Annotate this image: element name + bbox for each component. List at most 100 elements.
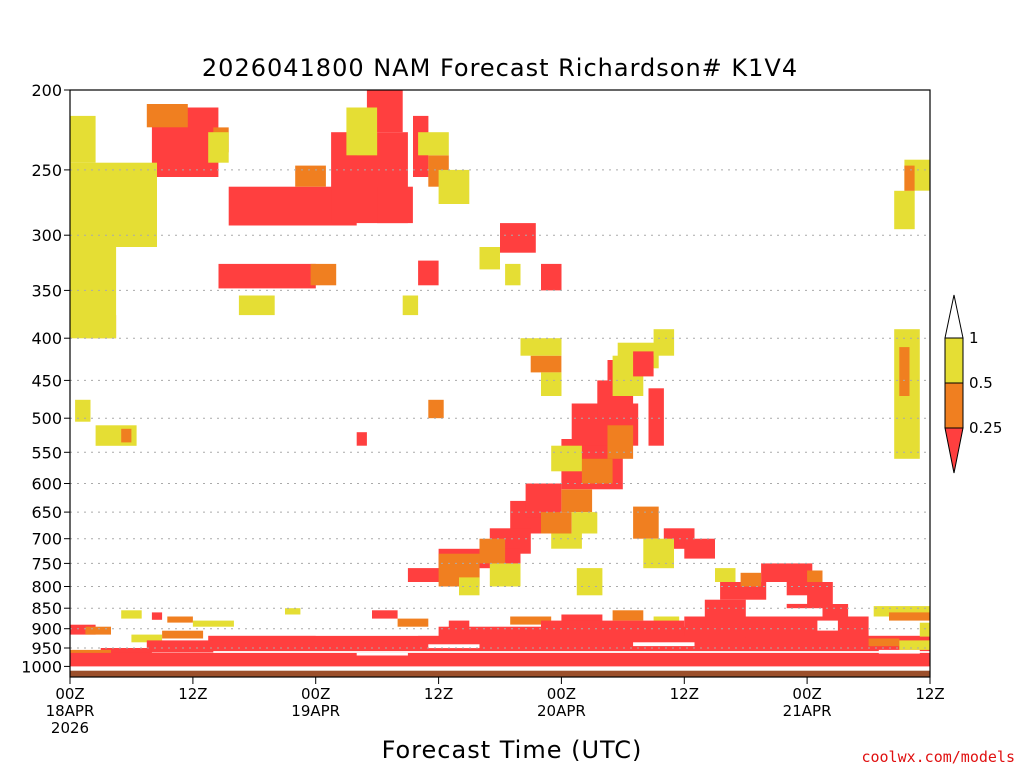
ri-patch-88: [167, 616, 193, 623]
ri-patch-84: [70, 624, 96, 635]
ri-gap-5: [428, 644, 480, 649]
legend-label-2: 0.25: [969, 419, 1002, 437]
ri-patch-25: [238, 295, 275, 316]
ri-patch-90: [285, 608, 301, 615]
ri-patch-35: [894, 190, 915, 230]
y-tick-label-300: 300: [31, 226, 62, 245]
ri-patch-26: [346, 107, 378, 156]
ri-patch-85: [85, 626, 111, 635]
ri-patch-57: [607, 425, 634, 459]
ri-gap-3: [489, 588, 531, 598]
y-tick-label-600: 600: [31, 475, 62, 494]
y-tick-label-450: 450: [31, 371, 62, 390]
ri-patch-29: [402, 295, 419, 316]
x-tick-label-6-0: 00Z: [792, 685, 821, 703]
x-tick-label-2-0: 00Z: [301, 685, 330, 703]
ri-patch-38: [75, 399, 91, 422]
ri-patch-15: [295, 165, 326, 187]
ri-patch-58: [479, 538, 506, 564]
x-tick-label-0-2: 2026: [51, 719, 89, 737]
x-tick-label-3-0: 12Z: [424, 685, 453, 703]
ri-patch-32: [520, 338, 562, 356]
x-tick-label-5-0: 12Z: [670, 685, 699, 703]
ri-patch-107: [684, 616, 869, 637]
ground-layer: [70, 670, 930, 677]
ri-patch-99: [162, 630, 204, 639]
ri-patch-108: [868, 638, 900, 647]
x-tick-label-4-0: 00Z: [547, 685, 576, 703]
ri-patch-65: [576, 568, 603, 596]
y-tick-label-850: 850: [31, 599, 62, 618]
ri-gap-7: [633, 642, 695, 647]
ri-patch-13: [146, 104, 188, 128]
ri-patch-55: [561, 489, 593, 513]
ri-patch-54: [541, 512, 572, 534]
ri-patch-27: [418, 132, 449, 156]
ri-patch-69: [653, 329, 675, 356]
ri-gap-0: [817, 620, 838, 631]
y-tick-label-1000: 1000: [21, 657, 62, 676]
ri-patch-77: [704, 599, 746, 617]
ri-patch-101: [146, 640, 214, 653]
ri-patch-31: [505, 263, 521, 286]
ri-gap-2: [781, 595, 808, 604]
ri-patch-79: [740, 572, 762, 587]
ri-patch-70: [633, 506, 659, 539]
ri-patch-61: [489, 563, 521, 587]
x-tick-label-7-0: 12Z: [915, 685, 944, 703]
ri-patch-18: [530, 355, 562, 373]
y-tick-label-250: 250: [31, 161, 62, 180]
chart-title: 2026041800 NAM Forecast Richardson# K1V4: [202, 54, 798, 82]
legend-bottom-arrow: [944, 427, 964, 474]
ri-patch-37: [904, 165, 915, 191]
ri-patch-106: [541, 620, 685, 629]
ri-patch-98: [131, 634, 163, 643]
ri-patch-97: [653, 616, 680, 625]
ri-patch-40: [121, 428, 132, 443]
ri-patch-100: [208, 635, 930, 652]
ri-patch-74: [761, 563, 813, 582]
ri-patch-91: [372, 610, 398, 619]
ri-patch-19: [310, 263, 337, 286]
y-tick-label-400: 400: [31, 329, 62, 348]
ri-patch-82: [873, 606, 930, 617]
y-tick-label-200: 200: [31, 81, 62, 100]
ri-patch-23: [70, 115, 96, 163]
x-tick-label-2-1: 19APR: [291, 702, 340, 720]
ri-patch-28: [479, 247, 500, 270]
ri-patch-64: [571, 512, 598, 534]
credit-text: coolwx.com/models: [861, 748, 1015, 766]
ri-patch-41: [428, 399, 444, 419]
x-tick-label-4-1: 20APR: [537, 702, 586, 720]
ri-patch-89: [192, 620, 234, 627]
ground-fill: [70, 670, 930, 677]
ri-patch-63: [551, 533, 582, 549]
x-tick-label-0-1: 18APR: [46, 702, 95, 720]
y-tick-label-350: 350: [31, 281, 62, 300]
ri-patch-22: [126, 177, 152, 236]
ri-gap-8: [878, 649, 920, 654]
ri-patch-52: [525, 483, 562, 518]
y-tick-label-650: 650: [31, 503, 62, 522]
y-tick-label-800: 800: [31, 578, 62, 597]
legend-label-1: 0.5: [969, 374, 993, 392]
ri-patch-103: [70, 649, 111, 655]
ri-patch-30: [438, 169, 470, 204]
ri-patch-83: [889, 612, 930, 621]
ri-patch-87: [151, 612, 163, 620]
ri-patch-42: [356, 432, 367, 446]
ri-patch-56: [581, 458, 613, 484]
legend-swatch-yellow: [944, 337, 964, 384]
ri-patch-95: [561, 614, 603, 623]
y-tick-label-900: 900: [31, 620, 62, 639]
ri-patch-33: [541, 372, 562, 396]
ri-gap-6: [356, 652, 408, 656]
ri-patch-4: [218, 263, 316, 289]
legend-swatch-orange: [944, 382, 964, 429]
ri-patch-102: [100, 648, 152, 655]
legend: 1 0.5 0.25: [944, 294, 1002, 474]
x-axis-label: Forecast Time (UTC): [382, 736, 643, 764]
x-tick-label-0-0: 00Z: [55, 685, 84, 703]
y-tick-label-750: 750: [31, 554, 62, 573]
